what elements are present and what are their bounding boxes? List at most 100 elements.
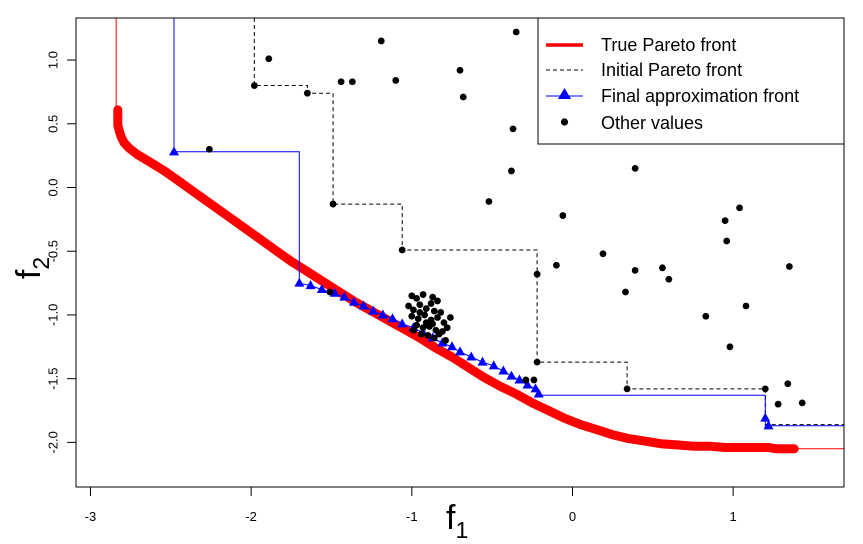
true-front-point xyxy=(160,166,169,176)
other-value-point xyxy=(205,145,213,153)
other-value-point xyxy=(784,380,792,388)
x-tick-label: -1 xyxy=(406,509,418,524)
true-front-point xyxy=(560,414,569,423)
other-value-point xyxy=(434,314,441,321)
true-front-point xyxy=(721,443,730,452)
other-value-point xyxy=(419,291,427,298)
final-front-marker xyxy=(498,365,509,375)
other-values-series xyxy=(205,28,806,408)
y-tick-label: 0.0 xyxy=(45,178,60,196)
other-value-point xyxy=(533,270,541,278)
other-value-point xyxy=(429,293,437,301)
other-value-point xyxy=(419,324,427,332)
true-front-point xyxy=(778,444,788,453)
legend: True Pareto front Initial Pareto front F… xyxy=(537,17,845,145)
true-front-point xyxy=(113,120,122,130)
other-value-point xyxy=(774,400,782,408)
other-value-point xyxy=(430,307,438,315)
x-tick-label: 1 xyxy=(730,509,737,524)
other-value-point xyxy=(303,89,311,97)
other-value-point xyxy=(430,334,438,342)
true-front-point xyxy=(145,157,155,167)
other-value-point xyxy=(413,294,421,302)
other-value-point xyxy=(418,330,425,338)
other-value-point xyxy=(599,250,607,258)
final-front-marker xyxy=(477,356,488,366)
final-front-marker xyxy=(169,146,180,156)
true-front-point xyxy=(656,439,665,448)
true-front-point xyxy=(287,257,296,266)
true-front-point xyxy=(120,138,129,147)
true-front-point xyxy=(480,373,489,382)
final-front-marker xyxy=(397,318,408,328)
other-value-point xyxy=(533,358,541,366)
other-value-point xyxy=(622,288,629,296)
true-front-point xyxy=(319,277,328,286)
y-axis-title-main: f xyxy=(10,269,48,279)
true-pareto-front-series xyxy=(113,18,844,454)
final-front-marker xyxy=(358,300,369,310)
true-front-line xyxy=(113,105,799,454)
other-value-point xyxy=(398,246,406,254)
other-value-point xyxy=(427,300,435,307)
y-axis-title: f2 xyxy=(10,257,54,279)
axes: -3 -2 -1 0 1 -2.0 -1.5 -1.0 -0.5 0.0 0.5 1.0 xyxy=(45,51,736,524)
true-front-point xyxy=(753,443,762,452)
other-value-point xyxy=(437,308,445,316)
final-front-marker xyxy=(339,291,350,301)
final-front-marker xyxy=(455,346,465,356)
true-front-point xyxy=(132,150,142,159)
true-front-point xyxy=(608,430,617,439)
final-front-marker xyxy=(437,337,448,347)
other-value-point xyxy=(442,337,449,344)
other-value-point xyxy=(721,217,729,225)
x-tick-label: 0 xyxy=(569,509,576,524)
x-tick-label: -2 xyxy=(245,509,257,524)
other-value-point xyxy=(509,125,517,133)
x-tick-label: -3 xyxy=(85,509,97,524)
other-value-point xyxy=(410,326,417,334)
other-value-point xyxy=(329,200,337,208)
true-front-point xyxy=(447,352,457,362)
final-front-marker xyxy=(368,305,379,315)
other-value-point xyxy=(522,376,530,384)
other-value-point xyxy=(761,385,769,393)
true-front-point xyxy=(303,267,312,276)
other-value-point xyxy=(723,237,731,245)
final-front-marker xyxy=(305,280,316,290)
true-front-point xyxy=(124,143,134,153)
other-value-point xyxy=(413,321,421,329)
final-front-marker xyxy=(294,277,305,287)
other-value-point xyxy=(623,385,631,393)
y-axis-title-subscript: 2 xyxy=(28,257,54,270)
other-value-point xyxy=(631,164,639,172)
other-value-point xyxy=(508,167,515,175)
true-front-point xyxy=(672,440,682,450)
final-front-marker xyxy=(763,420,774,430)
other-value-point xyxy=(348,78,356,86)
true-front-point xyxy=(592,425,601,434)
x-axis-title-subscript: 1 xyxy=(455,517,468,543)
final-front-marker xyxy=(488,360,499,370)
other-value-point xyxy=(414,315,422,323)
other-value-point xyxy=(659,264,666,272)
true-front-point xyxy=(772,444,781,453)
other-value-point xyxy=(631,266,639,274)
y-tick-label: 0.5 xyxy=(45,115,60,133)
other-value-point xyxy=(265,55,273,63)
true-front-point xyxy=(512,389,521,399)
other-value-point xyxy=(410,306,417,314)
final-front-marker xyxy=(514,374,525,384)
true-front-point xyxy=(496,382,505,391)
final-front-marker xyxy=(348,296,359,306)
other-value-point xyxy=(405,302,412,310)
y-tick-label: -1.0 xyxy=(45,304,60,326)
true-front-point xyxy=(463,363,473,372)
other-value-point xyxy=(429,320,437,328)
true-front-point xyxy=(704,442,714,451)
true-front-point xyxy=(624,434,633,443)
true-front-point xyxy=(116,132,126,141)
true-front-point xyxy=(206,199,216,209)
other-value-point xyxy=(485,198,493,205)
legend-final-front-marker xyxy=(558,88,571,99)
